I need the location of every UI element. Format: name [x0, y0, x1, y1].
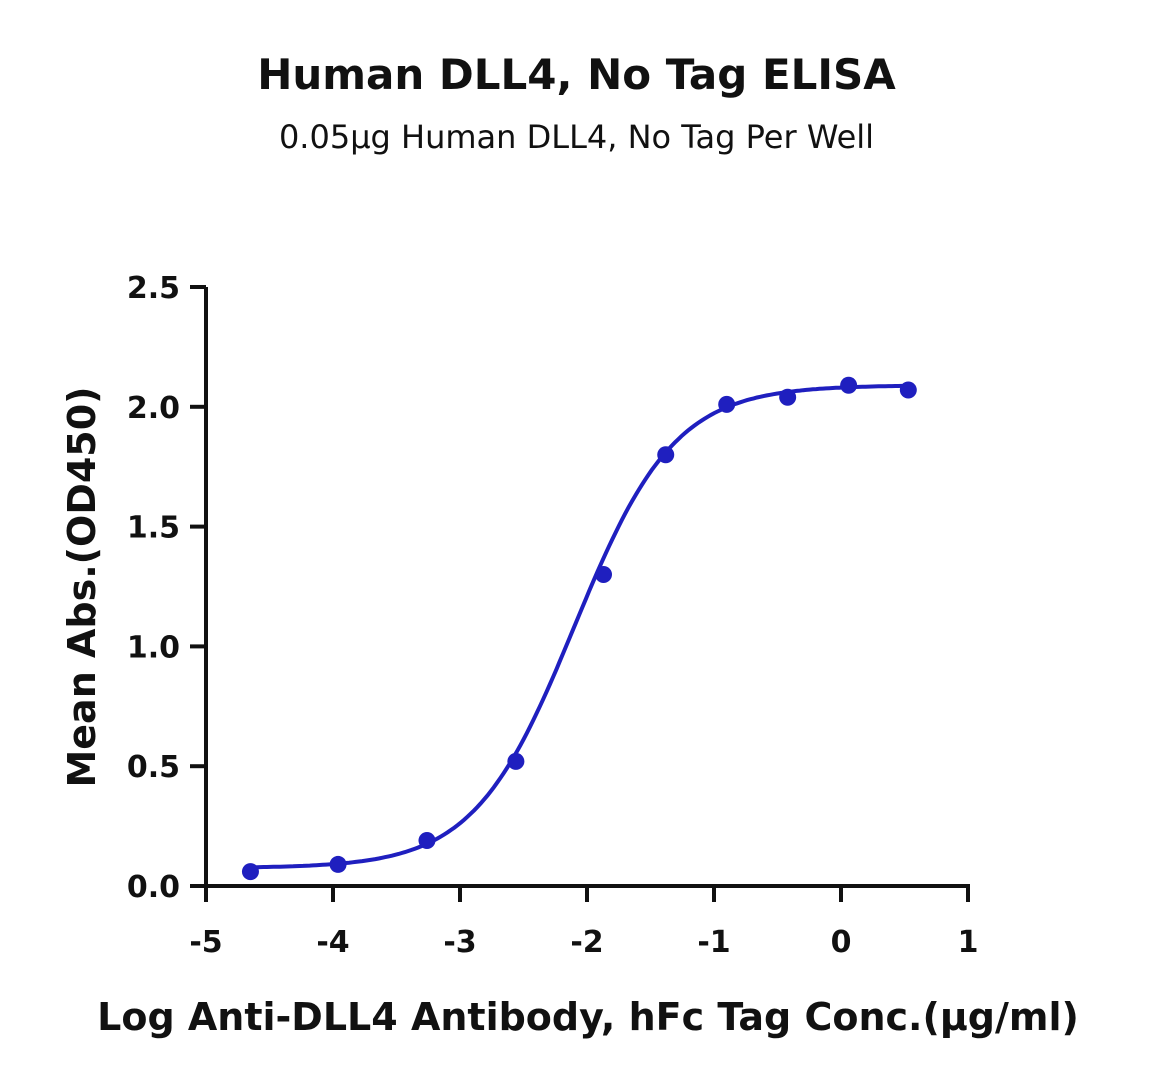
chart-title: Human DLL4, No Tag ELISA: [257, 50, 896, 99]
x-tick-label: 1: [958, 925, 979, 960]
data-point: [507, 752, 525, 770]
data-point: [329, 855, 347, 873]
data-point: [595, 566, 613, 584]
data-point: [657, 446, 675, 464]
fit-curve: [250, 383, 909, 870]
y-tick-label: 2.0: [127, 391, 180, 426]
x-tick-label: -1: [697, 925, 730, 960]
data-point: [418, 831, 436, 849]
data-point: [718, 395, 736, 413]
x-tick-label: -3: [443, 925, 476, 960]
y-tick-label: 1.5: [127, 511, 180, 546]
x-tick-label: -2: [570, 925, 603, 960]
x-tick-label: -5: [189, 925, 222, 960]
chart-subtitle: 0.05µg Human DLL4, No Tag Per Well: [278, 118, 875, 156]
x-axis-label: Log Anti-DLL4 Antibody, hFc Tag Conc.(µg…: [97, 995, 1079, 1039]
data-point: [899, 381, 917, 399]
data-point: [779, 388, 797, 406]
y-tick-label: 0.5: [127, 750, 180, 785]
x-tick-label: -4: [316, 925, 349, 960]
x-tick-label: 0: [831, 925, 852, 960]
y-axis-label: Mean Abs.(OD450): [60, 386, 104, 787]
data-point: [241, 863, 259, 881]
y-tick-label: 0.0: [127, 870, 180, 905]
y-tick-label: 1.0: [127, 630, 180, 665]
y-tick-label: 2.5: [127, 271, 180, 306]
data-point: [840, 376, 858, 394]
